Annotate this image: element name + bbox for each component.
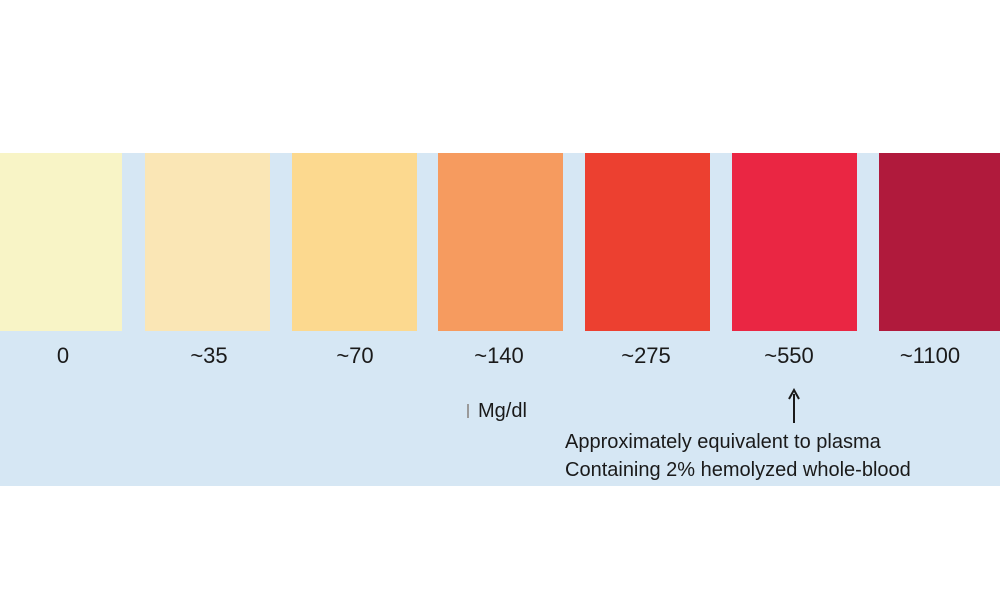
swatch-0 bbox=[0, 153, 122, 331]
swatch-70 bbox=[292, 153, 417, 331]
swatch-140 bbox=[438, 153, 563, 331]
annotation-line-2: Containing 2% hemolyzed whole-blood bbox=[565, 459, 911, 481]
swatch-35 bbox=[145, 153, 270, 331]
annotation-line-1: Approximately equivalent to plasma bbox=[565, 431, 881, 453]
value-label-70: ~70 bbox=[336, 343, 374, 368]
swatch-1100 bbox=[879, 153, 1000, 331]
up-arrow-icon bbox=[788, 388, 800, 423]
value-label-1100: ~1100 bbox=[899, 343, 961, 368]
value-label-140: ~140 bbox=[474, 343, 524, 368]
swatch-550 bbox=[732, 153, 857, 331]
value-label-275: ~275 bbox=[621, 343, 671, 368]
value-label-0: 0 bbox=[56, 343, 70, 368]
value-label-550: ~550 bbox=[764, 343, 814, 368]
value-label-35: ~35 bbox=[190, 343, 228, 368]
scale-panel: 0 ~35 ~70 ~140 ~275 ~550 ~1100 Mg/dl App… bbox=[0, 153, 1000, 486]
swatch-275 bbox=[585, 153, 710, 331]
unit-label: Mg/dl bbox=[478, 400, 527, 422]
annotation-note: Approximately equivalent to plasma Conta… bbox=[565, 428, 911, 484]
unit-tick bbox=[467, 404, 469, 418]
